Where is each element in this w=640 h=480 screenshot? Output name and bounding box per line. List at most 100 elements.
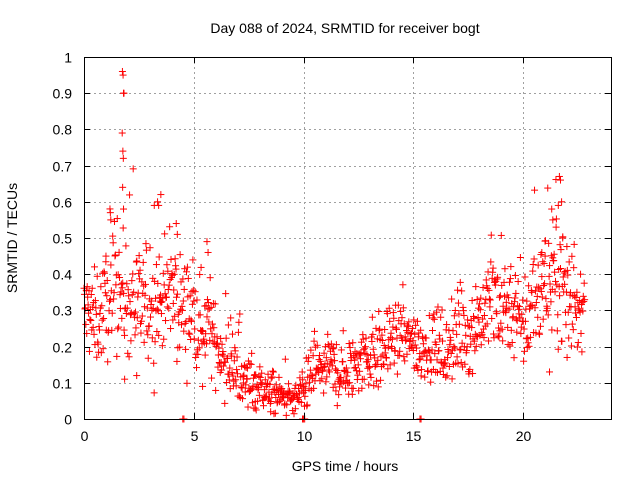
data-point-marker — [182, 345, 190, 353]
data-point-marker — [311, 327, 319, 335]
data-point-marker — [442, 373, 450, 381]
data-point-marker — [411, 341, 419, 349]
data-point-marker — [432, 340, 440, 348]
data-point-marker — [374, 356, 382, 364]
data-point-marker — [464, 316, 472, 324]
data-point-marker — [247, 360, 255, 368]
data-point-marker — [473, 295, 481, 303]
data-point-marker — [251, 404, 259, 412]
data-point-marker — [522, 335, 530, 343]
data-point-marker — [444, 354, 452, 362]
data-point-marker — [159, 294, 167, 302]
data-point-marker — [86, 315, 94, 323]
data-point-marker — [215, 344, 223, 352]
data-point-marker — [124, 349, 132, 357]
data-point-marker — [498, 325, 506, 333]
data-point-marker — [450, 343, 458, 351]
data-point-marker — [178, 306, 186, 314]
data-point-marker — [111, 251, 119, 259]
data-point-marker — [544, 311, 552, 319]
data-point-marker — [558, 198, 566, 206]
data-point-marker — [128, 277, 136, 285]
data-point-marker — [525, 282, 533, 290]
data-point-marker — [330, 350, 338, 358]
data-point-marker — [194, 336, 202, 344]
data-point-marker — [412, 362, 420, 370]
data-point-marker — [329, 345, 337, 353]
y-axis-label: SRMTID / TECUs — [4, 183, 20, 293]
data-point-marker — [94, 340, 102, 348]
data-point-marker — [446, 341, 454, 349]
data-point-marker — [101, 289, 109, 297]
data-point-marker — [536, 322, 544, 330]
data-point-marker — [248, 349, 256, 357]
data-point-marker — [460, 311, 468, 319]
data-point-marker — [337, 346, 345, 354]
data-point-marker — [150, 201, 158, 209]
data-point-marker — [95, 326, 103, 334]
data-point-marker — [184, 274, 192, 282]
data-point-marker — [552, 176, 560, 184]
data-point-marker — [158, 342, 166, 350]
data-point-marker — [229, 330, 237, 338]
data-point-marker — [571, 303, 579, 311]
data-point-marker — [552, 223, 560, 231]
data-point-marker — [408, 329, 416, 337]
data-point-marker — [429, 314, 437, 322]
data-point-marker — [569, 326, 577, 334]
data-point-marker — [186, 292, 194, 300]
data-point-marker — [126, 191, 134, 199]
data-point-marker — [118, 129, 126, 137]
data-point-marker — [135, 270, 143, 278]
y-tick-label: 0.1 — [53, 376, 73, 392]
data-point-marker — [107, 216, 115, 224]
data-point-marker — [162, 317, 170, 325]
data-point-marker — [447, 336, 455, 344]
data-point-marker — [445, 362, 453, 370]
data-point-marker — [562, 321, 570, 329]
data-point-marker — [556, 241, 564, 249]
data-point-marker — [511, 294, 519, 302]
data-point-marker — [193, 296, 201, 304]
data-point-marker — [161, 290, 169, 298]
data-point-marker — [497, 319, 505, 327]
data-point-marker — [103, 277, 111, 285]
data-point-marker — [141, 291, 149, 299]
data-point-marker — [480, 334, 488, 342]
data-point-marker — [461, 360, 469, 368]
data-point-marker — [532, 299, 540, 307]
data-point-marker — [204, 248, 212, 256]
data-point-marker — [324, 341, 332, 349]
data-point-marker — [163, 303, 171, 311]
data-point-marker — [407, 342, 415, 350]
data-point-marker — [313, 341, 321, 349]
data-point-marker — [123, 280, 131, 288]
data-point-marker — [221, 399, 229, 407]
data-point-marker — [377, 353, 385, 361]
data-point-marker — [106, 209, 114, 217]
data-point-marker — [521, 317, 529, 325]
data-point-marker — [107, 261, 115, 269]
data-point-marker — [352, 367, 360, 375]
data-point-marker — [255, 391, 263, 399]
data-point-marker — [433, 308, 441, 316]
data-point-marker — [84, 293, 92, 301]
data-point-marker — [545, 272, 553, 280]
data-point-marker — [538, 273, 546, 281]
data-point-marker — [155, 253, 163, 261]
data-point-marker — [388, 335, 396, 343]
data-point-marker — [495, 324, 503, 332]
data-point-marker — [425, 347, 433, 355]
y-tick-label: 0.2 — [53, 340, 73, 356]
data-point-marker — [572, 313, 580, 321]
data-point-marker — [257, 380, 265, 388]
data-point-marker — [531, 287, 539, 295]
data-point-marker — [298, 368, 306, 376]
data-point-marker — [475, 318, 483, 326]
y-tick-label: 0.9 — [53, 86, 73, 102]
data-point-marker — [502, 309, 510, 317]
data-point-marker — [370, 382, 378, 390]
data-point-marker — [469, 370, 477, 378]
data-point-marker — [430, 315, 438, 323]
